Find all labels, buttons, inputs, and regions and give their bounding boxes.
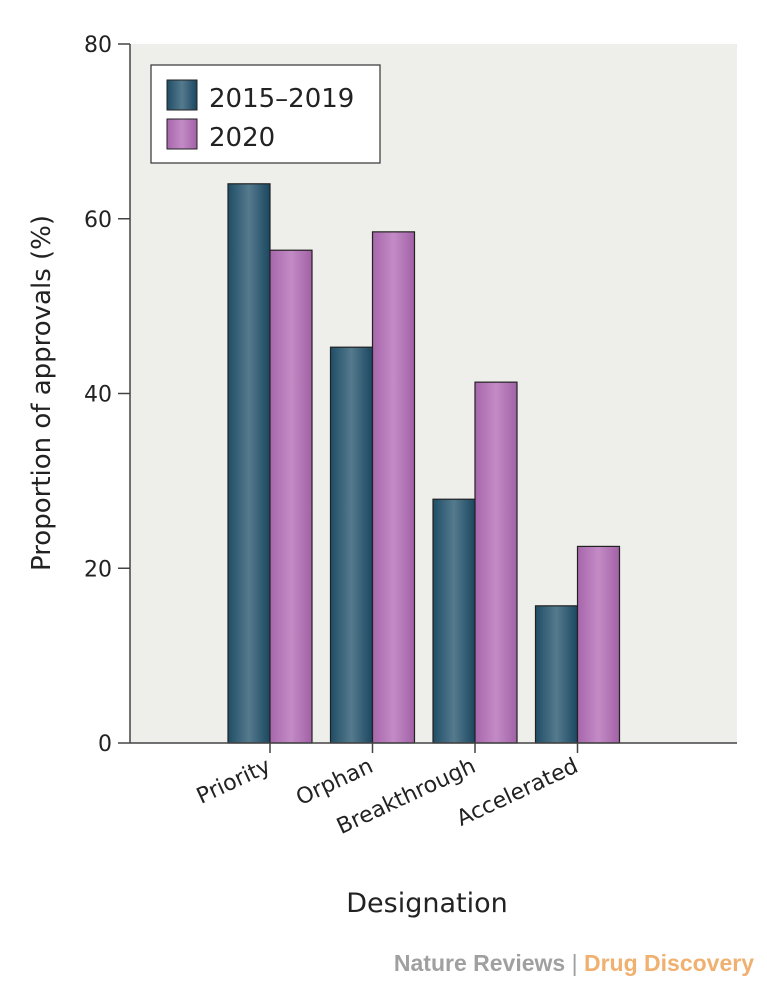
y-tick-label: 20	[84, 557, 112, 582]
footer-subjournal: Drug Discovery	[583, 950, 754, 976]
y-tick-label: 0	[98, 732, 112, 757]
footer-separator: |	[571, 950, 578, 976]
legend-label-2015-2019: 2015–2019	[209, 84, 354, 114]
legend-swatch-2020	[166, 118, 198, 150]
bar-orphan-2020	[371, 231, 416, 744]
x-tick-label: Priority	[193, 754, 275, 810]
y-tick-label: 40	[84, 383, 112, 408]
bar-priority-2015-2019	[227, 183, 271, 744]
bar-breakthrough-2015-2019	[432, 498, 476, 744]
legend-swatch-2015-2019	[166, 79, 198, 111]
y-tick-label: 60	[84, 208, 112, 233]
bar-priority-2020	[269, 249, 313, 744]
footer-journal: Nature Reviews	[393, 950, 566, 976]
y-axis-label: Proportion of approvals (%)	[27, 215, 57, 571]
y-tick-label: 80	[84, 33, 112, 58]
legend: 2015–2019 2020	[150, 64, 381, 164]
bar-accelerated-2015-2019	[534, 605, 579, 744]
bar-breakthrough-2020	[474, 381, 518, 744]
bar-accelerated-2020	[576, 545, 621, 744]
footer-credit: Nature Reviews | Drug Discovery	[0, 950, 754, 977]
legend-label-2020: 2020	[209, 123, 275, 153]
bar-orphan-2015-2019	[329, 346, 374, 744]
x-axis-label: Designation	[346, 888, 508, 919]
